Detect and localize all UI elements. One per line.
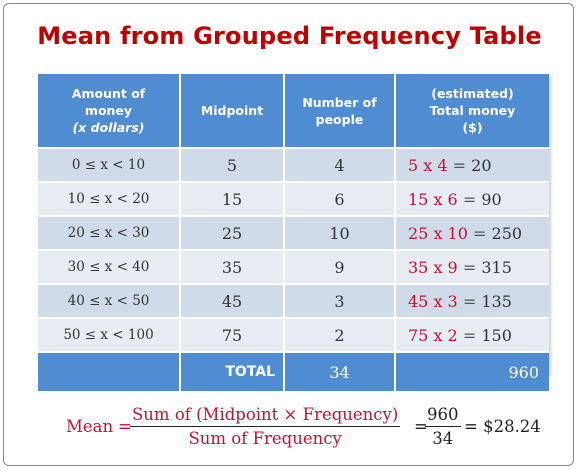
page-title: Mean from Grouped Frequency Table <box>37 22 542 50</box>
product-expression: 75 x 2 <box>408 325 458 345</box>
people-cell: 4 <box>283 147 395 182</box>
total-money-cell: 25 x 10 = 250 <box>394 215 549 250</box>
frequency-table: Amount of money (x dollars) Midpoint Num… <box>38 74 549 391</box>
formula-result: = $28.24 <box>464 417 541 436</box>
people-cell: 9 <box>283 249 395 284</box>
midpoint-cell: 45 <box>179 283 284 318</box>
total-people: 34 <box>283 351 395 391</box>
table-row: 50 ≤ x < 100 75 2 75 x 2 = 150 <box>38 317 549 352</box>
table-row: 0 ≤ x < 10 5 4 5 x 4 = 20 <box>38 147 549 182</box>
formula-numerator-value: 960 <box>425 405 461 427</box>
table-grid: Amount of money (x dollars) Midpoint Num… <box>38 74 549 391</box>
product-expression: 45 x 3 <box>408 291 458 311</box>
header-amount-line: Amount of <box>71 86 146 101</box>
product-equals: = <box>473 223 487 243</box>
total-row: TOTAL 34 960 <box>38 351 549 391</box>
interval-cell: 40 ≤ x < 50 <box>38 283 180 318</box>
header-midpoint-line: Midpoint <box>200 103 264 118</box>
people-cell: 3 <box>283 283 395 318</box>
header-people-line: people <box>315 111 364 127</box>
people-cell: 6 <box>283 181 395 216</box>
people-cell: 2 <box>283 317 395 352</box>
product-equals: = <box>462 189 477 209</box>
mean-formula: Mean = Sum of (Midpoint × Frequency) Sum… <box>66 399 556 459</box>
table-row: 30 ≤ x < 40 35 9 35 x 9 = 315 <box>38 249 549 284</box>
total-money-cell: 75 x 2 = 150 <box>394 317 549 352</box>
product-value: 20 <box>471 155 492 175</box>
formula-fraction-values: 960 34 <box>425 405 461 448</box>
product-value: 150 <box>481 325 512 345</box>
people-cell: 10 <box>283 215 395 250</box>
total-label: TOTAL <box>179 351 284 391</box>
total-money-cell: 35 x 9 = 315 <box>394 249 549 284</box>
midpoint-cell: 5 <box>179 147 284 182</box>
figure-frame <box>3 3 574 466</box>
product-equals: = <box>452 155 467 175</box>
product-expression: 5 x 4 <box>408 155 448 175</box>
interval-cell: 20 ≤ x < 30 <box>38 215 180 250</box>
product-value: 135 <box>481 291 512 311</box>
midpoint-cell: 25 <box>179 215 284 250</box>
table-row: 20 ≤ x < 30 25 10 25 x 10 = 250 <box>38 215 549 250</box>
header-total-line: (estimated) <box>431 86 514 101</box>
product-expression: 25 x 10 <box>408 223 468 243</box>
interval-cell: 10 ≤ x < 20 <box>38 181 180 216</box>
midpoint-cell: 75 <box>179 317 284 352</box>
midpoint-cell: 15 <box>179 181 284 216</box>
header-amount-line: money <box>84 103 133 118</box>
formula-fraction-words: Sum of (Midpoint × Frequency) Sum of Fre… <box>130 405 401 448</box>
total-money-cell: 45 x 3 = 135 <box>394 283 549 318</box>
formula-denominator: Sum of Frequency <box>188 429 342 448</box>
product-expression: 35 x 9 <box>408 257 458 277</box>
total-row-empty-cell <box>38 351 180 391</box>
table-row: 10 ≤ x < 20 15 6 15 x 6 = 90 <box>38 181 549 216</box>
product-value: 90 <box>481 189 502 209</box>
total-money: 960 <box>394 351 549 391</box>
product-expression: 15 x 6 <box>408 189 458 209</box>
header-amount-line: (x dollars) <box>72 120 145 135</box>
header-row: Amount of money (x dollars) Midpoint Num… <box>38 74 549 148</box>
header-people-line: Number of <box>302 94 377 110</box>
product-equals: = <box>462 291 477 311</box>
product-value: 250 <box>491 223 523 243</box>
total-money-cell: 15 x 6 = 90 <box>394 181 549 216</box>
product-value: 315 <box>481 257 512 277</box>
formula-equals: = <box>118 417 132 436</box>
product-equals: = <box>462 257 477 277</box>
formula-numerator: Sum of (Midpoint × Frequency) <box>130 405 401 427</box>
table-row: 40 ≤ x < 50 45 3 45 x 3 = 135 <box>38 283 549 318</box>
header-total-line: ($) <box>462 120 483 135</box>
midpoint-cell: 35 <box>179 249 284 284</box>
header-total-line: Total money <box>429 103 516 118</box>
product-equals: = <box>462 325 477 345</box>
header-total-money: (estimated) Total money ($) <box>394 74 549 148</box>
total-money-cell: 5 x 4 = 20 <box>394 147 549 182</box>
header-people: Number of people <box>283 74 395 148</box>
header-midpoint: Midpoint <box>179 74 284 148</box>
interval-cell: 30 ≤ x < 40 <box>38 249 180 284</box>
interval-cell: 0 ≤ x < 10 <box>38 147 180 182</box>
formula-mean-label: Mean <box>66 417 114 436</box>
formula-denominator-value: 34 <box>432 429 454 448</box>
formula-equals-2: = <box>414 417 428 436</box>
interval-cell: 50 ≤ x < 100 <box>38 317 180 352</box>
header-amount: Amount of money (x dollars) <box>38 74 180 148</box>
